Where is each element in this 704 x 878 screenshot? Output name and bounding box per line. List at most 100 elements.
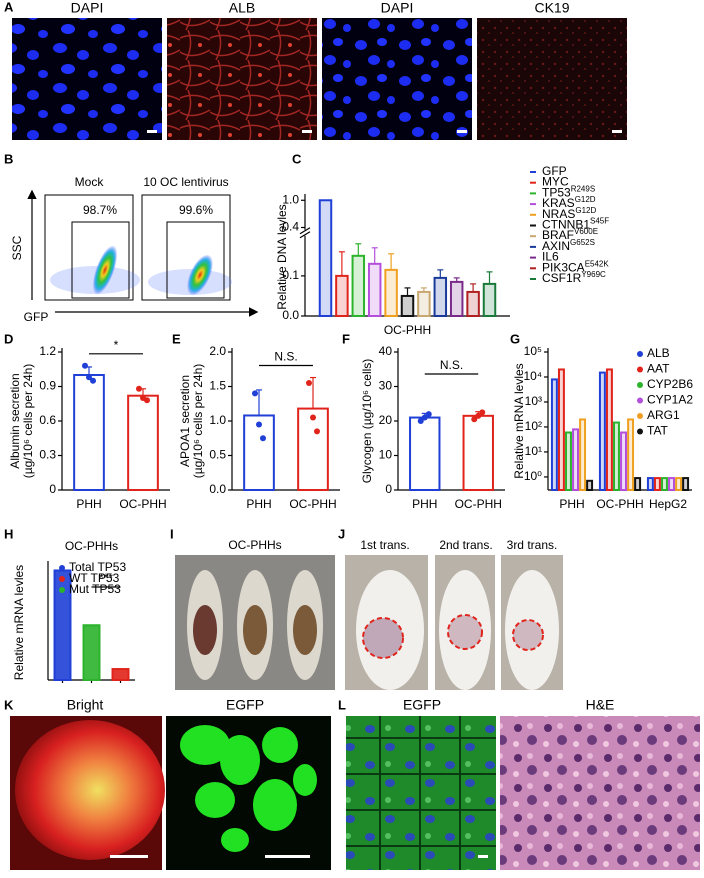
bar [653,477,661,491]
panel-letter: H [4,526,13,541]
legend-label: AAT [647,362,670,376]
image-label: Bright [67,697,104,713]
significance-label: N.S. [440,358,463,372]
legend-label: TAT [647,424,669,438]
legend-superscript: V600E [574,227,598,236]
legend-superscript: Y969C [581,270,606,279]
bar [82,624,101,682]
gate [71,221,130,299]
bar [598,371,606,491]
scale-bar [612,130,622,133]
bar [646,477,654,491]
bar [579,418,587,492]
bar [586,479,594,492]
y-label: Albumin secretion [8,373,22,468]
data-point [136,385,142,392]
y-tick-label: 1.0 [282,192,299,206]
legend-name: CTNNB1 [542,218,590,232]
data-point [256,421,262,428]
bar [297,407,329,491]
image-label: DAPI [71,0,104,16]
bar [466,290,480,318]
y-label: (µg/10⁶ cells per 24h) [21,364,35,479]
x-tick-label: OC-PHH [289,497,336,511]
axis-break-mark [299,231,311,239]
significance-label: N.S. [274,350,297,364]
image-label: 3rd trans. [507,538,558,552]
y-label: Relative mRNA levles [512,363,526,478]
y-tick-label: 0.6 [39,413,56,427]
data-point [82,362,88,369]
panel-letter: D [4,331,13,346]
image-label: 2nd trans. [439,538,492,552]
y-tick-label: 10⁰ [524,469,542,483]
panel-b: Mock 10 OC lentivirus 98.7% 99.6% SSC GF… [10,175,259,324]
data-point [260,435,266,442]
significance-label: *** [99,571,113,585]
legend-label: TP53R249S [542,185,595,200]
y-tick-label: 0 [385,482,392,496]
scale-bar [265,855,310,858]
legend-name: MYC [542,175,569,189]
legend-name: WT TP53 [69,571,120,585]
data-point [417,418,424,424]
panel-letter: G [510,331,520,346]
bar [682,477,690,491]
panel-letter: K [4,697,14,712]
gate-percent: 99.6% [179,203,213,217]
data-point [421,414,428,421]
legend-name: Total TP53 [69,560,126,574]
panel-j: 1st trans. 2nd trans. 3rd trans. [345,538,563,690]
legend-label: CTNNB1S45F [542,217,609,232]
legend-label: Total TP53 [69,560,126,574]
bar [634,477,642,491]
legend-superscript: G12D [575,206,596,215]
image-label: DAPI [381,0,414,16]
panel-i: OC-PHHs [175,538,335,690]
legend-superscript: S45F [590,217,609,226]
x-tick-label: PHH [412,497,437,511]
legend-name: KRAS [542,196,575,210]
y-tick-label: 10² [525,419,542,433]
bar [661,477,668,491]
bar [111,668,130,681]
chart-title: OC-PHHs [65,539,118,553]
flow-density [187,254,213,296]
x-tick-label: OC-PHH [119,497,166,511]
bar [550,378,558,491]
y-tick-label: 2.0 [209,344,226,358]
x-tick-label: OC-PHH [384,323,431,337]
y-label: SSC [10,235,24,260]
y-tick-label: 0.4 [282,220,299,234]
y-label: Relative DNA levles [275,204,289,309]
legend-name: ALB [647,346,670,360]
legend-superscript: R249S [571,185,595,194]
legend-label: CYP1A2 [647,393,693,407]
legend-marker [637,428,643,435]
y-tick-label: 1.0 [209,413,226,427]
data-point [306,380,312,387]
legend-label: IL6 [542,250,559,264]
legend-name: TAT [647,424,669,438]
y-tick-label: 0.1 [282,268,299,282]
he-stain-image [500,716,700,870]
legend-label: ARG1 [647,408,680,422]
image-title: OC-PHHs [228,538,281,552]
y-tick-label: 10 [379,448,393,462]
x-tick-label: OC-PHH [596,497,643,511]
legend-name: GFP [542,164,567,178]
legend-label: KRASG12D [542,195,596,210]
legend-name: AXIN [542,239,570,253]
bar [318,199,333,317]
y-tick-label: 0 [49,482,56,496]
legend-label: MYC [542,175,569,189]
bar [433,276,448,317]
bar [668,477,675,491]
legend-label: AXING652S [542,238,595,253]
legend-marker [637,351,643,357]
legend-name: CYP1A2 [647,393,693,407]
flow-plot [44,194,134,301]
legend-label: BRAFV600E [542,227,598,242]
data-point [144,397,150,404]
y-tick-label: 40 [379,344,393,358]
